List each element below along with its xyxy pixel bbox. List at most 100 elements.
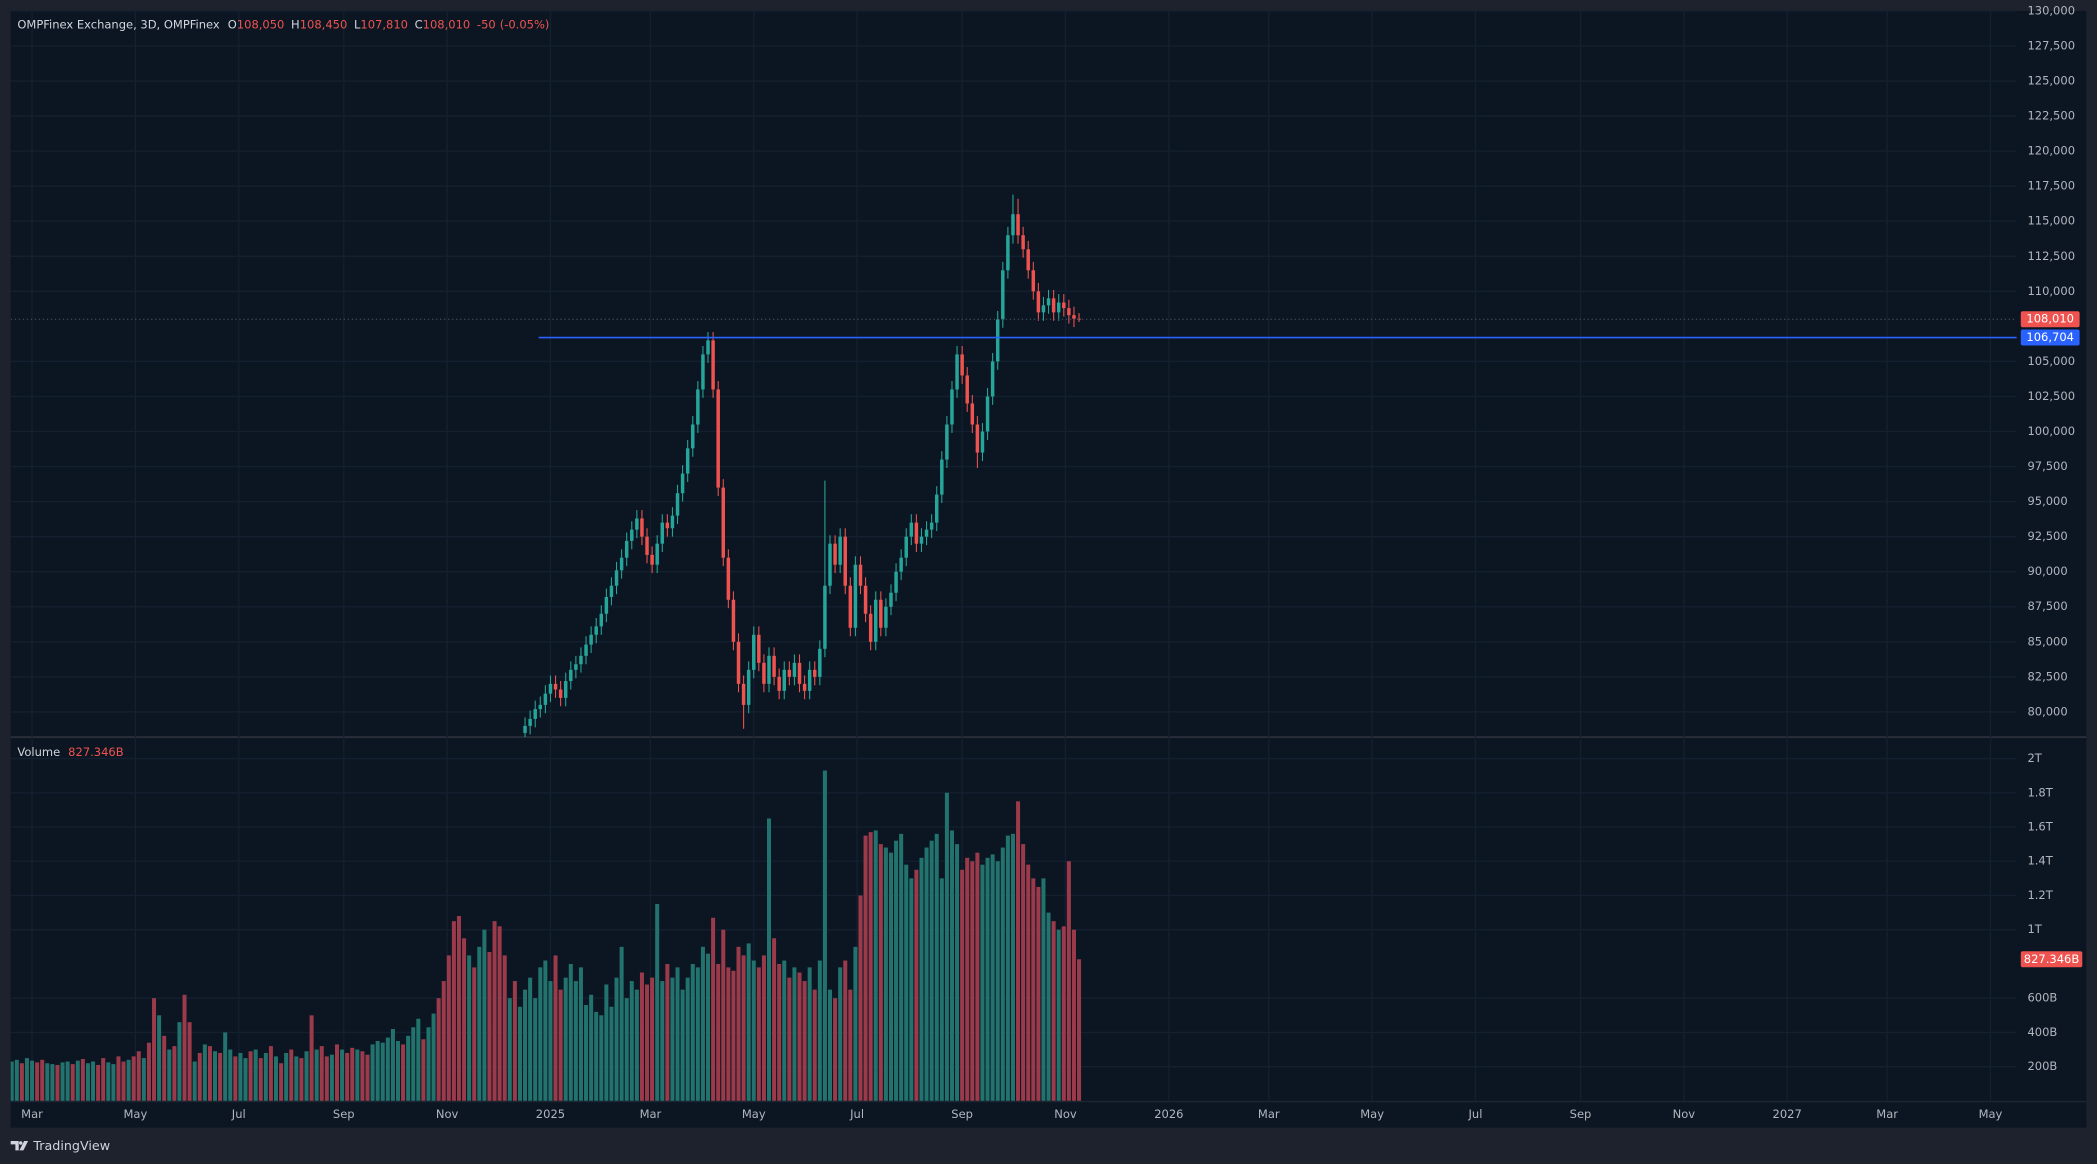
volume-bar bbox=[568, 963, 573, 1101]
candle-body bbox=[701, 354, 705, 390]
volume-bar bbox=[594, 1011, 599, 1101]
price-pane bbox=[10, 194, 2017, 738]
candle-body bbox=[584, 644, 588, 656]
candle-body bbox=[874, 599, 878, 642]
x-tick-label: May bbox=[1360, 1107, 1384, 1121]
y-tick-label: 92,500 bbox=[2027, 529, 2067, 543]
x-tick-label: 2026 bbox=[1154, 1107, 1183, 1121]
volume-bar bbox=[477, 946, 482, 1101]
volume-bar bbox=[1077, 959, 1082, 1101]
volume-bar bbox=[1031, 878, 1036, 1101]
volume-bar bbox=[136, 1051, 141, 1101]
candle-body bbox=[1016, 214, 1020, 236]
volume-bar bbox=[497, 926, 502, 1101]
y-tick-label: 122,500 bbox=[2027, 109, 2075, 123]
y-tick-label: 127,500 bbox=[2027, 38, 2075, 52]
ohlc-label: C bbox=[415, 17, 423, 31]
volume-bar bbox=[868, 832, 873, 1101]
x-tick-label: Jul bbox=[1468, 1107, 1483, 1121]
volume-bar bbox=[284, 1052, 289, 1101]
volume-bar bbox=[706, 953, 711, 1101]
volume-bar bbox=[660, 981, 665, 1101]
candle-body bbox=[904, 536, 908, 558]
volume-bar bbox=[1041, 878, 1046, 1101]
volume-bar bbox=[197, 1052, 202, 1101]
volume-bar bbox=[878, 844, 883, 1101]
volume-bar bbox=[949, 830, 954, 1101]
volume-bar bbox=[690, 963, 695, 1101]
candle-body bbox=[609, 585, 614, 597]
y-tick-label: 400B bbox=[2027, 1025, 2057, 1039]
y-tick-label: 200B bbox=[2027, 1059, 2057, 1073]
volume-bar bbox=[10, 1061, 14, 1101]
candle-body bbox=[680, 473, 685, 494]
y-tick-label: 112,500 bbox=[2027, 249, 2075, 263]
candle-body bbox=[528, 718, 532, 726]
volume-bar bbox=[863, 835, 868, 1101]
horizontal-line-label: 106,704 bbox=[2026, 330, 2074, 344]
volume-bar bbox=[888, 852, 893, 1101]
candle-body bbox=[1072, 315, 1076, 319]
volume-bar bbox=[258, 1058, 263, 1101]
candle-body bbox=[706, 340, 710, 355]
volume-bar bbox=[731, 970, 736, 1101]
volume-bar bbox=[385, 1037, 390, 1101]
volume-bar bbox=[695, 967, 700, 1101]
volume-bar bbox=[182, 994, 187, 1101]
volume-bar bbox=[883, 847, 888, 1101]
volume-bar bbox=[944, 792, 949, 1101]
volume-bar bbox=[599, 1015, 604, 1101]
volume-bar bbox=[467, 955, 472, 1101]
candle-body bbox=[884, 606, 888, 628]
y-tick-label: 82,500 bbox=[2027, 669, 2067, 683]
volume-bar bbox=[24, 1058, 29, 1101]
last-volume-label: 827.346B bbox=[2024, 952, 2080, 966]
volume-bar bbox=[380, 1042, 385, 1101]
candle-body bbox=[635, 518, 639, 530]
volume-last: 827.346B bbox=[68, 744, 124, 758]
candle-body bbox=[685, 448, 690, 474]
volume-bar bbox=[873, 830, 878, 1101]
volume-bar bbox=[446, 955, 451, 1101]
candle-body bbox=[762, 662, 766, 684]
x-tick-label: Nov bbox=[436, 1107, 459, 1121]
volume-bar bbox=[538, 967, 543, 1101]
volume-bar bbox=[1066, 861, 1071, 1101]
volume-bar bbox=[365, 1054, 370, 1101]
volume-bar bbox=[421, 1039, 426, 1101]
volume-bar bbox=[85, 1063, 90, 1101]
y-tick-label: 97,500 bbox=[2027, 459, 2067, 473]
candle-body bbox=[889, 592, 893, 607]
volume-bar bbox=[70, 1064, 75, 1101]
volume-bar bbox=[228, 1049, 233, 1101]
x-tick-label: May bbox=[1979, 1107, 2003, 1121]
volume-bar bbox=[655, 904, 660, 1101]
volume-bar bbox=[817, 960, 822, 1101]
x-tick-label: Mar bbox=[640, 1107, 662, 1121]
volume-bar bbox=[96, 1064, 101, 1101]
candle-body bbox=[574, 664, 578, 670]
candle-body bbox=[929, 522, 934, 530]
volume-bar bbox=[639, 972, 644, 1101]
y-tick-label: 80,000 bbox=[2027, 704, 2067, 718]
volume-bar bbox=[426, 1027, 431, 1101]
last-volume-box bbox=[2020, 951, 2083, 968]
axes: 80,000 82,500 85,000 87,500 90,000 92,500 95,0… bbox=[21, 3, 2083, 1121]
candle-body bbox=[533, 709, 537, 719]
candle-body bbox=[523, 725, 527, 733]
candle-body bbox=[807, 669, 812, 691]
horizontal-line-box bbox=[2020, 329, 2080, 346]
volume-bar bbox=[345, 1052, 350, 1101]
volume-bar bbox=[243, 1058, 248, 1101]
volume-bar bbox=[202, 1044, 207, 1101]
candle-body bbox=[630, 529, 634, 541]
volume-bar bbox=[614, 977, 619, 1101]
candle-body bbox=[1036, 291, 1041, 313]
candle-body bbox=[838, 536, 842, 565]
volume-bar bbox=[904, 864, 909, 1101]
volume-bar bbox=[914, 869, 919, 1101]
candle-body bbox=[772, 655, 776, 677]
volume-bar bbox=[126, 1059, 131, 1101]
x-tick-label: Nov bbox=[1673, 1107, 1696, 1121]
y-tick-label: 1.4T bbox=[2027, 854, 2053, 868]
